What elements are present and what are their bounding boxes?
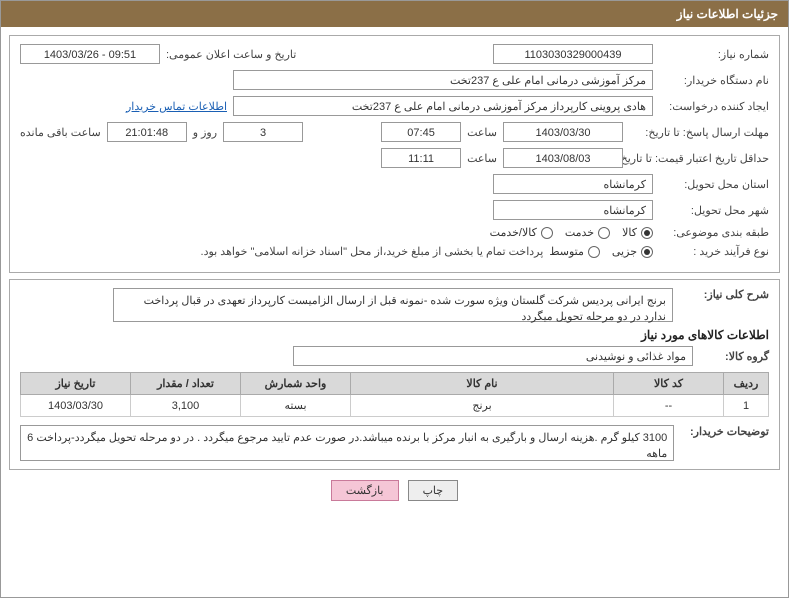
row-requester: ایجاد کننده درخواست: هادی پروینی کارپردا… xyxy=(20,96,769,116)
radio-service-item[interactable]: خدمت xyxy=(565,226,610,239)
overview-label: شرح کلی نیاز: xyxy=(679,288,769,301)
window-title: جزئیات اطلاعات نیاز xyxy=(677,7,778,21)
price-valid-time-field: 11:11 xyxy=(381,148,461,168)
buyer-label: نام دستگاه خریدار: xyxy=(659,74,769,87)
buyer-note-label: توضیحات خریدار: xyxy=(682,425,769,438)
cell-name: برنج xyxy=(351,395,614,417)
province-field: کرمانشاه xyxy=(493,174,653,194)
resp-date-field: 1403/03/30 xyxy=(503,122,623,142)
buy-type-label: نوع فرآیند خرید : xyxy=(659,245,769,258)
subject-class-label: طبقه بندی موضوعی: xyxy=(659,226,769,239)
row-goods-group: گروه کالا: مواد غذائی و نوشیدنی xyxy=(20,346,769,366)
radio-goods-service-label: کالا/خدمت xyxy=(490,226,537,239)
cell-row: 1 xyxy=(724,395,769,417)
city-field: کرمانشاه xyxy=(493,200,653,220)
contact-link[interactable]: اطلاعات تماس خریدار xyxy=(126,100,227,113)
th-code: کد کالا xyxy=(614,373,724,395)
buy-type-radio-group: جزیی متوسط xyxy=(549,245,653,258)
need-no-field: 1103030329000439 xyxy=(493,44,653,64)
goods-table: ردیف کد کالا نام کالا واحد شمارش تعداد /… xyxy=(20,372,769,417)
announce-label: تاریخ و ساعت اعلان عمومی: xyxy=(166,48,296,61)
overview-panel: شرح کلی نیاز: برنج ایرانی پردیس شرکت گلس… xyxy=(9,279,780,470)
print-button[interactable]: چاپ xyxy=(408,480,459,501)
radio-goods-service xyxy=(541,227,553,239)
time-label-1: ساعت xyxy=(467,126,497,139)
back-button[interactable]: بازگشت xyxy=(331,480,399,501)
province-label: استان محل تحویل: xyxy=(659,178,769,191)
countdown-field: 21:01:48 xyxy=(107,122,187,142)
requester-label: ایجاد کننده درخواست: xyxy=(659,100,769,113)
row-price-valid: حداقل تاریخ اعتبار قیمت: تا تاریخ: 1403/… xyxy=(20,148,769,168)
radio-goods-item[interactable]: کالا xyxy=(622,226,653,239)
radio-medium xyxy=(588,246,600,258)
requester-field: هادی پروینی کارپرداز مرکز آموزشی درمانی … xyxy=(233,96,653,116)
announce-field: 1403/03/26 - 09:51 xyxy=(20,44,160,64)
resp-time-field: 07:45 xyxy=(381,122,461,142)
cell-date: 1403/03/30 xyxy=(21,395,131,417)
th-name: نام کالا xyxy=(351,373,614,395)
city-label: شهر محل تحویل: xyxy=(659,204,769,217)
row-subject-class: طبقه بندی موضوعی: کالا خدمت کالا/خدمت xyxy=(20,226,769,239)
goods-group-field: مواد غذائی و نوشیدنی xyxy=(293,346,693,366)
cell-code: -- xyxy=(614,395,724,417)
row-resp-deadline: مهلت ارسال پاسخ: تا تاریخ: 1403/03/30 سا… xyxy=(20,122,769,142)
cell-qty: 3,100 xyxy=(131,395,241,417)
radio-medium-item[interactable]: متوسط xyxy=(549,245,600,258)
row-overview: شرح کلی نیاز: برنج ایرانی پردیس شرکت گلس… xyxy=(20,288,769,322)
price-valid-date-field: 1403/08/03 xyxy=(503,148,623,168)
button-row: چاپ بازگشت xyxy=(9,480,780,501)
radio-partial-label: جزیی xyxy=(612,245,637,258)
subject-radio-group: کالا خدمت کالا/خدمت xyxy=(490,226,653,239)
radio-goods-label: کالا xyxy=(622,226,637,239)
days-field: 3 xyxy=(223,122,303,142)
overview-text: برنج ایرانی پردیس شرکت گلستان ویژه سورت … xyxy=(113,288,673,322)
th-unit: واحد شمارش xyxy=(241,373,351,395)
content: شماره نیاز: 1103030329000439 تاریخ و ساع… xyxy=(1,27,788,509)
row-province: استان محل تحویل: کرمانشاه xyxy=(20,174,769,194)
th-date: تاریخ نیاز xyxy=(21,373,131,395)
goods-info-title: اطلاعات کالاهای مورد نیاز xyxy=(20,328,769,342)
need-no-label: شماره نیاز: xyxy=(659,48,769,61)
title-bar: جزئیات اطلاعات نیاز xyxy=(1,1,788,27)
row-buyer-note: توضیحات خریدار: 3100 کیلو گرم .هزینه ارس… xyxy=(20,425,769,461)
radio-service xyxy=(598,227,610,239)
goods-group-label: گروه کالا: xyxy=(699,350,769,363)
table-row: 1 -- برنج بسته 3,100 1403/03/30 xyxy=(21,395,769,417)
th-qty: تعداد / مقدار xyxy=(131,373,241,395)
buy-note: پرداخت تمام یا بخشی از مبلغ خرید،از محل … xyxy=(201,245,544,258)
radio-service-label: خدمت xyxy=(565,226,594,239)
resp-deadline-label: مهلت ارسال پاسخ: تا تاریخ: xyxy=(629,126,769,139)
days-and-label: روز و xyxy=(193,126,217,139)
price-valid-label: حداقل تاریخ اعتبار قیمت: تا تاریخ: xyxy=(629,152,769,165)
cell-unit: بسته xyxy=(241,395,351,417)
buyer-field: مرکز آموزشی درمانی امام علی ع 237تخت xyxy=(233,70,653,90)
th-row: ردیف xyxy=(724,373,769,395)
radio-partial xyxy=(641,246,653,258)
window: جزئیات اطلاعات نیاز شماره نیاز: 11030303… xyxy=(0,0,789,598)
remaining-label: ساعت باقی مانده xyxy=(20,126,101,139)
radio-medium-label: متوسط xyxy=(549,245,584,258)
buyer-note-text: 3100 کیلو گرم .هزینه ارسال و بارگیری به … xyxy=(20,425,674,461)
row-buyer: نام دستگاه خریدار: مرکز آموزشی درمانی ام… xyxy=(20,70,769,90)
radio-partial-item[interactable]: جزیی xyxy=(612,245,653,258)
row-buy-type: نوع فرآیند خرید : جزیی متوسط پرداخت تمام… xyxy=(20,245,769,258)
row-city: شهر محل تحویل: کرمانشاه xyxy=(20,200,769,220)
time-label-2: ساعت xyxy=(467,152,497,165)
radio-goods-service-item[interactable]: کالا/خدمت xyxy=(490,226,553,239)
main-panel: شماره نیاز: 1103030329000439 تاریخ و ساع… xyxy=(9,35,780,273)
row-need-no: شماره نیاز: 1103030329000439 تاریخ و ساع… xyxy=(20,44,769,64)
table-header-row: ردیف کد کالا نام کالا واحد شمارش تعداد /… xyxy=(21,373,769,395)
radio-goods xyxy=(641,227,653,239)
